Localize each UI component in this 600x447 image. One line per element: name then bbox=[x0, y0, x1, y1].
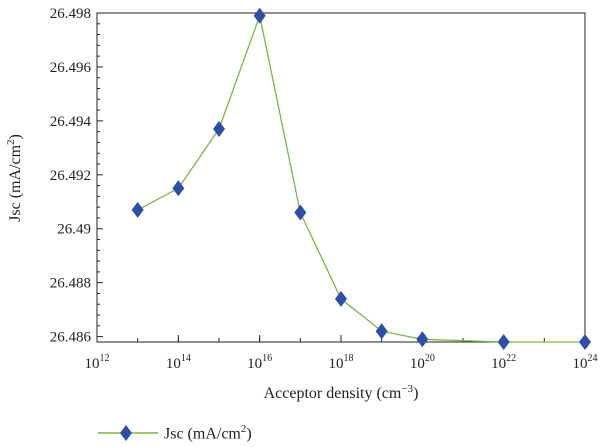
data-point bbox=[253, 7, 266, 24]
y-tick-label: 26.492 bbox=[50, 168, 91, 184]
y-tick-label: 26.486 bbox=[50, 330, 92, 346]
x-tick-label: 1012 bbox=[85, 353, 110, 372]
legend-label-superscript: 2 bbox=[240, 422, 247, 435]
data-point bbox=[335, 290, 347, 307]
y-axis: 26.486 26.488 26.49 26.492 26.494 26.496 26.49… bbox=[50, 6, 103, 346]
x-tick-label: 1014 bbox=[166, 353, 191, 372]
y-tick-label: 26.494 bbox=[50, 114, 92, 130]
x-tick-label: 1020 bbox=[410, 353, 435, 372]
y-axis-label: Jsc (mA/cm2) bbox=[5, 134, 24, 222]
x-axis-label: Acceptor density (cm−3) bbox=[264, 383, 419, 402]
data-point bbox=[294, 204, 307, 221]
x-axis-label-superscript: −3 bbox=[401, 383, 413, 395]
data-point bbox=[579, 334, 591, 350]
y-tick-label: 26.496 bbox=[50, 60, 92, 76]
data-point bbox=[375, 323, 388, 340]
data-point bbox=[416, 331, 429, 348]
data-point bbox=[213, 120, 225, 137]
legend-swatch bbox=[98, 423, 158, 443]
data-point bbox=[172, 180, 185, 197]
series-line bbox=[137, 13, 585, 343]
legend: Jsc (mA/cm2) bbox=[98, 422, 252, 444]
y-tick-label: 26.488 bbox=[50, 276, 91, 292]
x-tick-label: 1022 bbox=[491, 353, 516, 372]
y-tick-label: 26.498 bbox=[50, 6, 91, 22]
legend-label: Jsc (mA/cm2) bbox=[164, 422, 252, 443]
y-axis-label-superscript: 2 bbox=[5, 139, 17, 145]
data-point bbox=[131, 201, 144, 218]
x-tick-label: 1016 bbox=[247, 353, 272, 372]
series-group bbox=[131, 7, 591, 350]
x-tick-label: 1024 bbox=[573, 353, 598, 372]
x-tick-label: 1018 bbox=[329, 353, 354, 372]
y-tick-label: 26.49 bbox=[57, 222, 91, 238]
x-axis: 1012 1014 1016 1018 1020 1022 1024 bbox=[85, 335, 598, 372]
data-point bbox=[497, 334, 510, 350]
legend-diamond-marker bbox=[120, 425, 132, 441]
